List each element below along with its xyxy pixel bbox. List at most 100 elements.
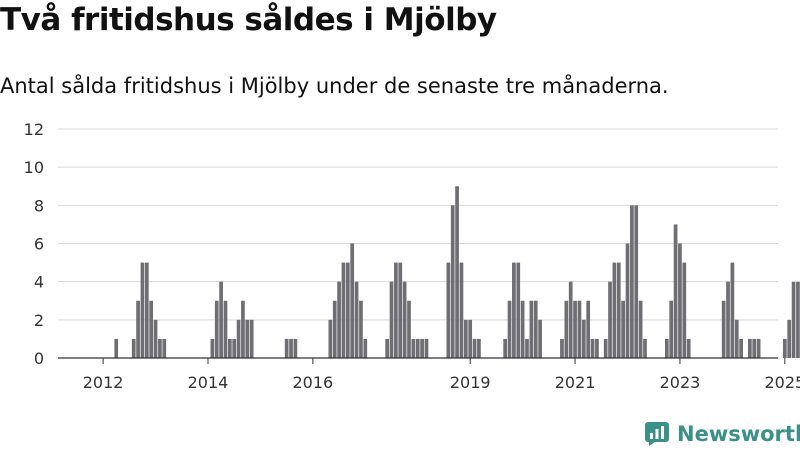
bar — [149, 300, 154, 358]
bar — [686, 338, 691, 358]
y-tick-label: 8 — [34, 196, 44, 215]
bar — [625, 243, 630, 358]
bar — [463, 319, 468, 358]
bar — [402, 281, 407, 358]
chart-title: Två fritidshus såldes i Mjölby — [0, 2, 497, 38]
bar — [468, 319, 473, 358]
brand-name: Newsworthy — [677, 422, 800, 446]
bar — [673, 224, 678, 358]
bar — [643, 338, 647, 358]
bar — [131, 338, 136, 358]
bar — [726, 281, 730, 358]
y-tick-label: 2 — [34, 311, 44, 330]
bar — [616, 262, 621, 358]
bar — [389, 281, 394, 358]
y-tick-label: 6 — [34, 235, 44, 254]
bar — [420, 338, 424, 358]
bar — [140, 262, 145, 358]
y-tick-label: 10 — [24, 158, 44, 177]
bar — [249, 319, 254, 358]
x-tick-label: 2023 — [660, 373, 701, 392]
bar — [507, 300, 512, 358]
bar — [516, 262, 521, 358]
bar — [284, 338, 289, 358]
bar — [350, 243, 355, 358]
bar — [638, 300, 643, 358]
bar — [398, 262, 403, 358]
y-tick-label: 0 — [34, 349, 44, 368]
bar — [450, 205, 455, 358]
bar — [664, 338, 669, 358]
bar — [796, 281, 800, 358]
bar — [752, 338, 757, 358]
bar — [721, 300, 726, 358]
bar — [538, 319, 542, 358]
bar — [359, 300, 363, 358]
chart-subtitle: Antal sålda fritidshus i Mjölby under de… — [0, 74, 669, 98]
bar — [612, 262, 617, 358]
bar — [411, 338, 416, 358]
bar — [415, 338, 420, 358]
bar — [586, 300, 591, 358]
bar — [363, 338, 368, 358]
bar — [568, 281, 573, 358]
y-tick-label: 4 — [34, 273, 44, 292]
bar — [595, 338, 599, 358]
bar — [136, 300, 140, 358]
bar — [354, 281, 359, 358]
bar — [446, 262, 451, 358]
bar — [682, 262, 687, 358]
y-tick-label: 12 — [24, 120, 44, 139]
bar — [734, 319, 739, 358]
bar — [232, 338, 237, 358]
bar — [210, 338, 215, 358]
x-tick-label: 2016 — [293, 373, 334, 392]
bar — [533, 300, 538, 358]
bar — [787, 319, 792, 358]
bar — [407, 300, 411, 358]
bar — [581, 319, 586, 358]
bar — [525, 338, 529, 358]
bar — [337, 281, 341, 358]
bar — [503, 338, 507, 358]
bar — [669, 300, 674, 358]
bar — [293, 338, 298, 358]
bar — [424, 338, 429, 358]
bar — [144, 262, 149, 358]
bar — [590, 338, 595, 358]
bar — [512, 262, 516, 358]
x-tick-label: 2019 — [450, 373, 491, 392]
bar — [573, 300, 577, 358]
bar — [394, 262, 398, 358]
bar — [241, 300, 245, 358]
x-tick-label: 2014 — [188, 373, 229, 392]
bar — [621, 300, 625, 358]
bar — [756, 338, 761, 358]
x-tick-label: 2012 — [83, 373, 124, 392]
bar — [153, 319, 158, 358]
bar — [385, 338, 390, 358]
x-tick-label: 2025 — [764, 373, 800, 392]
bar — [227, 338, 232, 358]
bar — [739, 338, 743, 358]
bar — [634, 205, 639, 358]
bar — [158, 338, 162, 358]
bar — [236, 319, 241, 358]
bar — [459, 262, 464, 358]
bar — [529, 300, 534, 358]
bar — [289, 338, 293, 358]
bar — [472, 338, 477, 358]
bar — [577, 300, 582, 358]
bar — [332, 300, 337, 358]
bar — [560, 338, 564, 358]
bar — [328, 319, 333, 358]
bar — [564, 300, 569, 358]
bar — [341, 262, 346, 358]
bar — [477, 338, 481, 358]
bar — [782, 338, 787, 358]
bar — [748, 338, 752, 358]
bar — [678, 243, 682, 358]
bar — [345, 262, 350, 358]
bar — [214, 300, 219, 358]
bar — [791, 281, 796, 358]
